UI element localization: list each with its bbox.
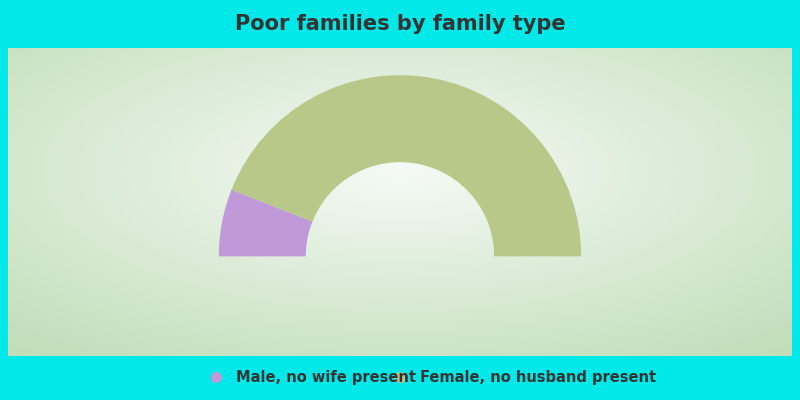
Text: Poor families by family type: Poor families by family type (234, 14, 566, 34)
Text: Male, no wife present: Male, no wife present (236, 370, 416, 385)
Wedge shape (219, 190, 313, 256)
Wedge shape (231, 75, 581, 256)
Text: Female, no husband present: Female, no husband present (420, 370, 656, 385)
